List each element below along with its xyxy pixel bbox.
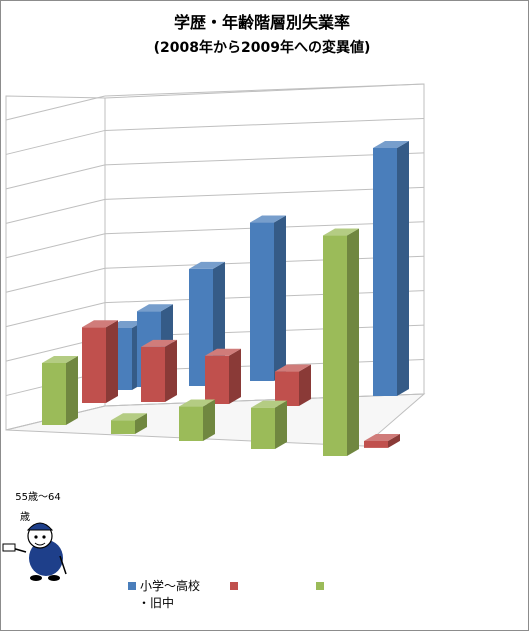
bar-top bbox=[323, 228, 359, 236]
gridline bbox=[104, 152, 425, 166]
gridline-side bbox=[5, 267, 106, 293]
bar bbox=[141, 339, 177, 402]
gridline bbox=[104, 393, 425, 407]
legend-label-wrap: ・旧中 bbox=[138, 595, 174, 610]
mascot-illustration bbox=[2, 522, 67, 581]
bar-side bbox=[106, 320, 118, 403]
bar bbox=[205, 348, 241, 404]
mascot-foot bbox=[30, 575, 42, 581]
bar-front bbox=[179, 406, 203, 441]
bar-side bbox=[135, 413, 147, 434]
category-label: 55歳～64 bbox=[15, 491, 60, 503]
bar-top bbox=[205, 348, 241, 356]
legend-swatch bbox=[128, 582, 136, 590]
gridline-side bbox=[5, 233, 106, 259]
mascot-foot bbox=[48, 575, 60, 581]
bar-side bbox=[165, 339, 177, 402]
bar-top bbox=[179, 399, 215, 407]
bar-top bbox=[42, 356, 78, 363]
gridline-side bbox=[5, 198, 106, 224]
bar-front bbox=[205, 355, 229, 404]
legend-swatch bbox=[316, 582, 324, 590]
mascot-item bbox=[2, 543, 16, 552]
bar-side bbox=[388, 434, 400, 448]
mascot-body bbox=[29, 540, 63, 576]
mascot-mouth bbox=[34, 542, 46, 546]
gridline-side bbox=[5, 302, 106, 328]
bar-top bbox=[373, 141, 409, 148]
gridline-side bbox=[5, 164, 106, 190]
gridline bbox=[104, 83, 425, 97]
bar bbox=[251, 400, 287, 449]
bar-top bbox=[111, 413, 147, 421]
gridline bbox=[104, 117, 425, 131]
bar-top bbox=[275, 364, 311, 372]
mascot-eye bbox=[34, 535, 38, 539]
bar-front bbox=[250, 222, 274, 381]
bar-front bbox=[323, 235, 347, 456]
gridline-side bbox=[5, 129, 106, 155]
bar-side bbox=[299, 364, 311, 406]
bar bbox=[179, 399, 215, 441]
bar-side bbox=[66, 356, 78, 425]
gridline bbox=[104, 186, 425, 200]
legend-label: 小学～高校 bbox=[140, 578, 200, 593]
category-labels: 55歳～64 歳 bbox=[15, 491, 60, 523]
chart-subtitle: (2008年から2009年への変異値) bbox=[154, 39, 371, 56]
bar-front bbox=[251, 407, 275, 449]
bar-side bbox=[229, 348, 241, 404]
bar-front bbox=[373, 148, 397, 396]
bar bbox=[111, 413, 147, 434]
chart-title: 学歴・年齢階層別失業率 bbox=[174, 13, 350, 32]
bar bbox=[250, 215, 286, 381]
bar-top bbox=[250, 215, 286, 223]
bar-top bbox=[189, 261, 225, 269]
bar-top bbox=[137, 304, 173, 312]
bar bbox=[364, 434, 400, 448]
legend: 小学～高校・旧中 bbox=[128, 578, 324, 610]
bars bbox=[42, 141, 409, 456]
bar-side bbox=[275, 400, 287, 449]
bar-front bbox=[364, 441, 388, 448]
bar-side bbox=[203, 399, 215, 441]
bar-front bbox=[275, 371, 299, 406]
bar-side bbox=[274, 215, 286, 381]
bar-top bbox=[364, 434, 400, 441]
mascot-eye bbox=[42, 535, 46, 539]
bar-side bbox=[397, 141, 409, 396]
bar-front bbox=[111, 420, 135, 434]
bar-top bbox=[251, 400, 287, 408]
bar-top bbox=[82, 320, 118, 328]
bar-front bbox=[82, 327, 106, 403]
bar bbox=[82, 320, 118, 403]
gridline-side bbox=[5, 95, 106, 121]
category-label-wrap: 歳 bbox=[20, 511, 30, 523]
mascot-arm bbox=[59, 555, 67, 575]
bar-side bbox=[347, 228, 359, 456]
bar bbox=[42, 356, 78, 425]
bar-front bbox=[42, 363, 66, 425]
bar-front bbox=[141, 346, 165, 402]
bar bbox=[373, 141, 409, 396]
mascot-cap bbox=[26, 522, 54, 531]
bar-top bbox=[141, 339, 177, 347]
bar bbox=[323, 228, 359, 456]
legend-swatch bbox=[230, 582, 238, 590]
bar bbox=[275, 364, 311, 406]
